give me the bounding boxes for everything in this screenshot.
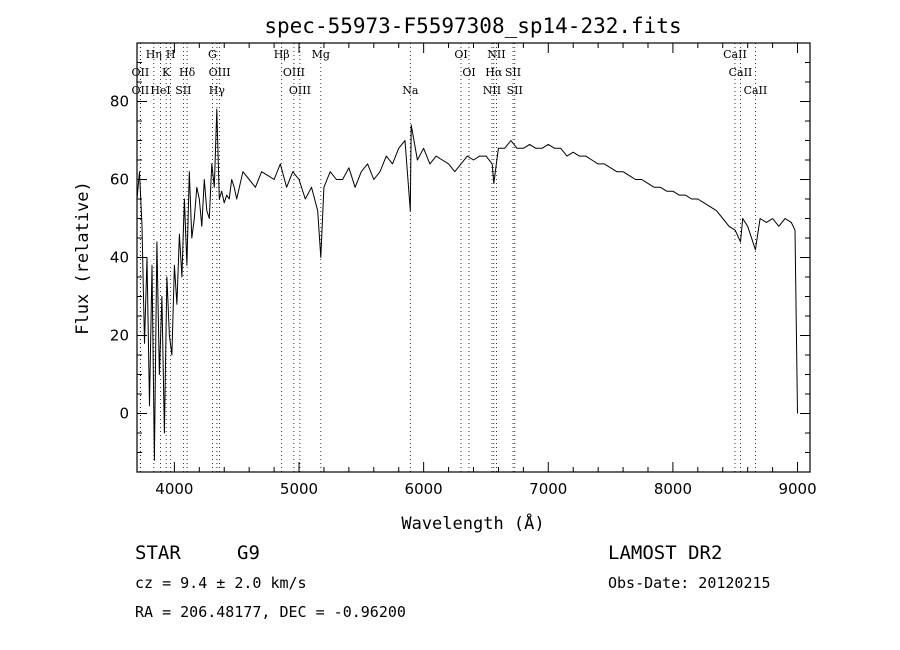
y-axis-label: Flux (relative) xyxy=(73,181,93,335)
spectral-line-label: OI xyxy=(454,48,467,61)
y-tick-label: 20 xyxy=(110,327,129,345)
spectral-line-label: OII xyxy=(132,66,150,79)
spectral-line-label: Mg xyxy=(312,48,330,61)
redshift-velocity: cz = 9.4 ± 2.0 km/s xyxy=(135,574,307,592)
survey-name: LAMOST DR2 xyxy=(608,542,723,564)
spectral-line-label: OIII xyxy=(289,84,311,97)
x-axis-label: Wavelength (Å) xyxy=(401,512,544,534)
x-tick-label: 5000 xyxy=(280,480,318,498)
spectrum-series-line xyxy=(136,108,798,461)
observation-date: Obs-Date: 20120215 xyxy=(608,574,771,592)
y-tick-label: 0 xyxy=(119,405,129,423)
spectral-line-label: Na xyxy=(402,84,419,97)
chart-title: spec-55973-F5597308_sp14-232.fits xyxy=(264,14,681,38)
x-tick-label: 6000 xyxy=(405,480,443,498)
x-tick-label: 9000 xyxy=(778,480,816,498)
plot-frame xyxy=(136,42,811,473)
x-tick-label: 4000 xyxy=(155,480,193,498)
plot-area: OII OII Hη HK HeI Hδ SII G OIII Hγ Hβ OIII OIII Mg Na O… xyxy=(110,43,817,498)
spectral-line-label: SII xyxy=(175,84,191,97)
spectral-line-label: OII xyxy=(132,84,150,97)
y-tick-label: 40 xyxy=(110,249,129,267)
spectral-line-label: OIII xyxy=(209,66,231,79)
y-tick-label: 80 xyxy=(110,93,129,111)
spectral-line-label: CaII xyxy=(723,48,747,61)
spectral-line-label: NII xyxy=(487,48,505,61)
spectral-line-label: HeI xyxy=(150,84,170,97)
spectral-line-label: K xyxy=(162,66,171,79)
spectral-line-label: SII xyxy=(507,84,523,97)
x-tick-label: 8000 xyxy=(654,480,692,498)
spectral-line-label: SII xyxy=(505,66,521,79)
spectral-line-label: Hδ xyxy=(179,66,196,79)
spectral-line-label: Hβ xyxy=(274,48,290,61)
spectral-line-label: OIII xyxy=(283,66,305,79)
spectral-line-label: Hα xyxy=(485,66,503,79)
spectral-line-label: H xyxy=(166,48,176,61)
spectral-line-label: NII xyxy=(483,84,501,97)
spectral-line-label: Hη xyxy=(146,48,162,61)
y-tick-label: 60 xyxy=(110,171,129,189)
spectral-line-label: CaII xyxy=(744,84,768,97)
object-subclass: G9 xyxy=(237,542,260,564)
x-tick-label: 7000 xyxy=(529,480,567,498)
spectral-line-label: CaII xyxy=(729,66,753,79)
spectral-line-label: OI xyxy=(462,66,475,79)
object-class: STAR xyxy=(135,542,181,564)
spectral-line-label: Hγ xyxy=(209,84,226,97)
spectral-line-label: G xyxy=(208,48,217,61)
coordinates: RA = 206.48177, DEC = -0.96200 xyxy=(135,603,406,621)
